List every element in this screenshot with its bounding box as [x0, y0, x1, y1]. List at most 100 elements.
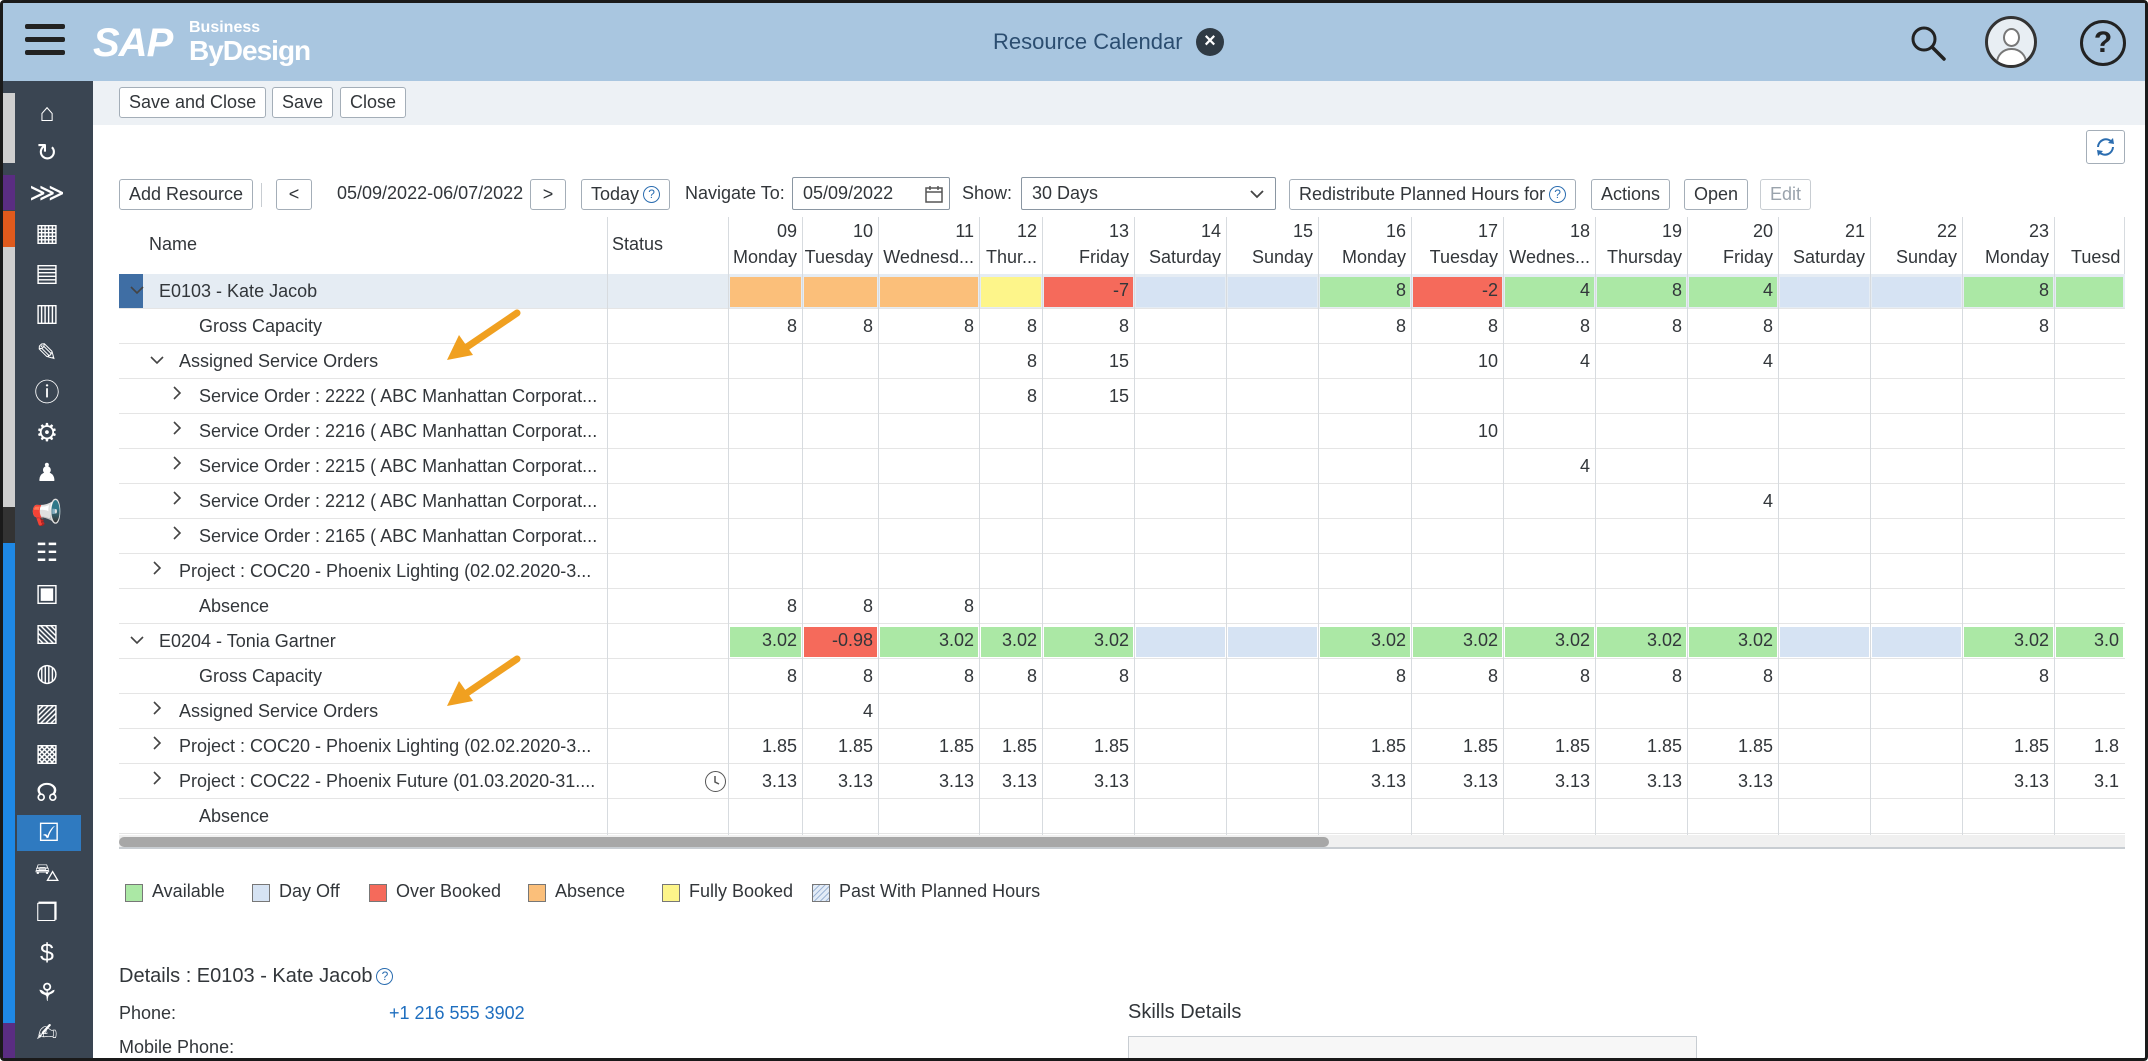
scrollbar-thumb[interactable] [119, 837, 1329, 847]
calendar-row[interactable]: Service Order : 2215 ( ABC Manhattan Cor… [119, 449, 2125, 484]
documents-icon[interactable]: ❐ [35, 899, 59, 927]
day-cell[interactable] [1872, 277, 1961, 307]
expand-chevron-icon[interactable] [147, 729, 167, 763]
close-button[interactable]: Close [340, 87, 407, 118]
day-cell[interactable] [804, 344, 877, 378]
day-cell[interactable] [880, 519, 978, 553]
day-cell[interactable]: 8 [1762, 666, 1773, 686]
contact-card-icon[interactable]: ▣ [35, 579, 59, 607]
day-cell[interactable] [1780, 519, 1869, 553]
expand-chevron-icon[interactable] [147, 554, 167, 588]
day-cell[interactable] [1505, 799, 1594, 833]
horizontal-scrollbar[interactable] [119, 835, 2125, 849]
day-cell[interactable]: 3.02 [981, 627, 1041, 657]
day-cell[interactable] [1689, 519, 1777, 553]
day-cell[interactable] [1228, 764, 1317, 798]
day-cell[interactable]: 10 [1477, 421, 1498, 441]
day-cell[interactable] [1597, 379, 1686, 413]
day-cell[interactable]: 3.13 [837, 771, 873, 791]
refresh-nav-icon[interactable]: ↻ [36, 139, 58, 167]
day-cell[interactable] [1872, 764, 1961, 798]
day-cell[interactable] [1964, 554, 2053, 588]
day-cell[interactable] [730, 484, 801, 518]
day-cell[interactable] [981, 484, 1041, 518]
day-cell[interactable]: 3.13 [2013, 771, 2049, 791]
day-cell[interactable] [1136, 484, 1225, 518]
day-cell[interactable] [981, 519, 1041, 553]
day-cell[interactable] [1872, 484, 1961, 518]
day-cell[interactable] [1505, 484, 1594, 518]
day-cell[interactable]: 8 [963, 666, 974, 686]
day-cell[interactable] [2056, 379, 2123, 413]
calendar-row[interactable]: Gross Capacity 8 8 8 8 8 8 8 8 8 8 8 [119, 659, 2125, 694]
phone-link[interactable]: +1 216 555 3902 [389, 1003, 525, 1023]
day-cell[interactable]: 3.13 [1370, 771, 1406, 791]
day-cell[interactable] [2056, 484, 2123, 518]
calendar-row[interactable]: Service Order : 2212 ( ABC Manhattan Cor… [119, 484, 2125, 519]
info-icon[interactable]: ⓘ [34, 379, 60, 407]
day-cell[interactable]: 10 [1477, 351, 1498, 371]
day-cell[interactable] [981, 694, 1041, 728]
finance-icon[interactable]: $ [40, 939, 54, 967]
day-cell[interactable] [1413, 484, 1502, 518]
day-cell[interactable] [1964, 799, 2053, 833]
day-cell[interactable] [981, 554, 1041, 588]
day-cell[interactable]: 1.85 [1462, 736, 1498, 756]
day-cell[interactable] [1228, 277, 1317, 307]
calendar-row[interactable]: Assigned Service Orders 4 [119, 694, 2125, 729]
home-icon[interactable]: ⌂ [39, 99, 55, 127]
show-period-select[interactable]: 30 Days [1021, 177, 1276, 210]
search-icon[interactable] [1908, 23, 1948, 63]
day-cell[interactable] [1597, 344, 1686, 378]
day-cell[interactable] [1044, 484, 1133, 518]
day-cell[interactable] [880, 344, 978, 378]
day-cell[interactable]: 8 [1964, 277, 2053, 307]
day-cell[interactable]: 3.13 [1646, 771, 1682, 791]
day-cell[interactable] [2056, 554, 2123, 588]
day-cell[interactable] [1044, 519, 1133, 553]
day-cell[interactable] [1228, 414, 1317, 448]
day-cell[interactable] [1780, 694, 1869, 728]
day-cell[interactable]: 8 [786, 316, 797, 336]
help-icon[interactable]: ? [2080, 20, 2126, 66]
day-cell[interactable] [1228, 589, 1317, 623]
day-cell[interactable]: 1.85 [1646, 736, 1682, 756]
day-cell[interactable] [1964, 414, 2053, 448]
day-cell[interactable] [1872, 379, 1961, 413]
day-cell[interactable] [1413, 799, 1502, 833]
day-cell[interactable] [1872, 414, 1961, 448]
redistribute-planned-hours-button[interactable]: Redistribute Planned Hours for? [1289, 179, 1577, 210]
day-cell[interactable] [1689, 799, 1777, 833]
history-clock-icon[interactable] [705, 771, 726, 792]
day-cell[interactable] [2056, 449, 2123, 483]
day-cell[interactable] [1320, 344, 1410, 378]
day-cell[interactable]: 8 [1597, 277, 1686, 307]
day-cell[interactable]: 3.02 [1044, 627, 1133, 657]
expand-chevron-icon[interactable] [167, 449, 187, 483]
day-cell[interactable] [1964, 519, 2053, 553]
day-cell[interactable] [804, 277, 877, 307]
day-cell[interactable] [1136, 277, 1225, 307]
settings-icon[interactable]: ⚙ [35, 419, 59, 447]
day-cell[interactable]: 1.85 [1370, 736, 1406, 756]
day-cell[interactable] [804, 379, 877, 413]
day-cell[interactable]: 15 [1108, 386, 1129, 406]
day-cell[interactable] [1872, 659, 1961, 693]
navigate-date-input[interactable]: 05/09/2022 [792, 177, 950, 210]
day-cell[interactable] [730, 379, 801, 413]
day-cell[interactable]: 4 [1762, 351, 1773, 371]
day-cell[interactable]: 8 [1320, 277, 1410, 307]
calendar-row[interactable]: Gross Capacity 8 8 8 8 8 8 8 8 8 8 8 [119, 309, 2125, 344]
report-icon[interactable]: ▤ [35, 259, 59, 287]
day-cell[interactable] [804, 414, 877, 448]
day-cell[interactable] [1597, 694, 1686, 728]
day-cell[interactable] [1964, 589, 2053, 623]
globe-icon[interactable]: ◍ [36, 659, 58, 687]
day-cell[interactable] [2056, 309, 2123, 343]
menu-icon[interactable] [25, 22, 65, 58]
day-cell[interactable]: 8 [1762, 316, 1773, 336]
day-cell[interactable] [730, 449, 801, 483]
day-cell[interactable] [1505, 589, 1594, 623]
day-cell[interactable] [1689, 554, 1777, 588]
day-cell[interactable] [1780, 659, 1869, 693]
